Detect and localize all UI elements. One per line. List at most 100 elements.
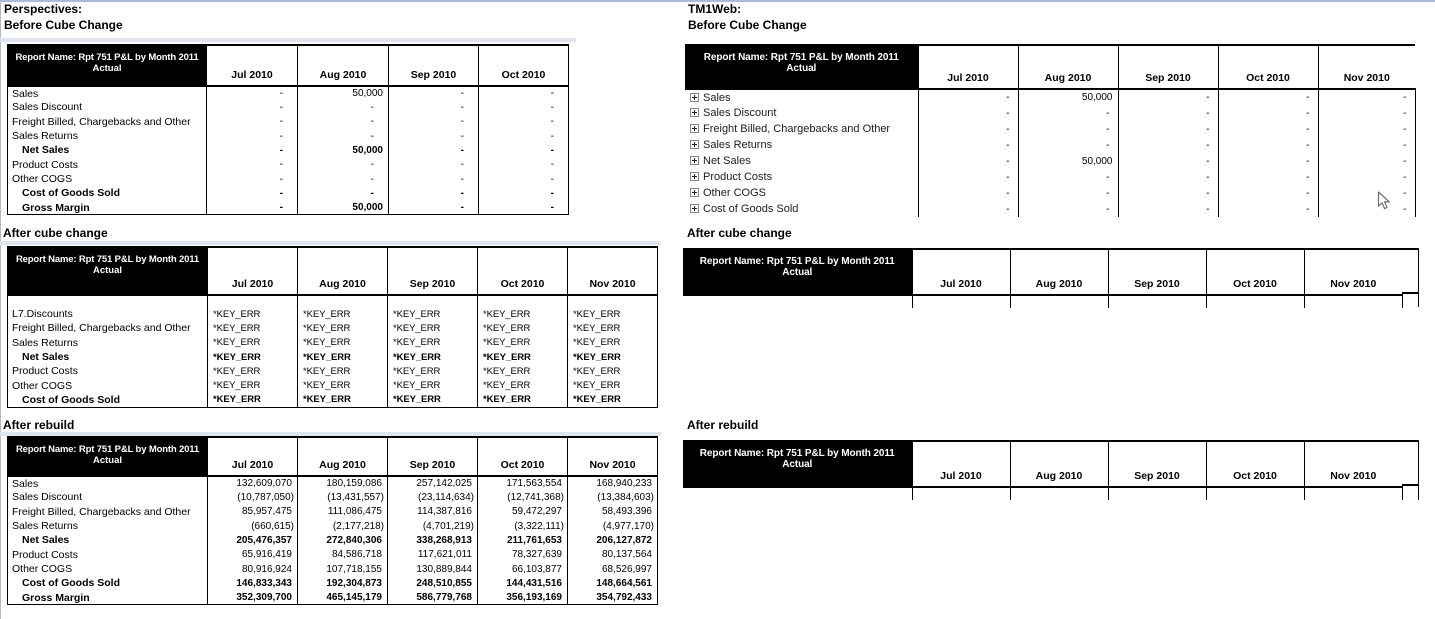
cell-value[interactable]: *KEY_ERR (207, 307, 298, 322)
expand-plus-icon[interactable] (690, 140, 699, 150)
empty-cell[interactable] (683, 295, 912, 308)
cell-value[interactable]: (13,384,603) (567, 490, 658, 505)
cell-value[interactable]: - (1117, 89, 1218, 105)
cell-value[interactable]: - (206, 171, 298, 187)
cell-value[interactable]: - (1117, 153, 1218, 169)
cell-value[interactable]: 148,664,561 (567, 576, 658, 591)
row-label[interactable]: Other COGS (685, 185, 918, 201)
cell-value[interactable]: 114,387,816 (387, 504, 478, 519)
cell-value[interactable]: *KEY_ERR (297, 378, 388, 393)
cell-value[interactable]: *KEY_ERR (477, 392, 568, 408)
cell-value[interactable]: - (1217, 89, 1318, 105)
cell-value[interactable]: - (478, 157, 569, 172)
cell-value[interactable]: *KEY_ERR (567, 321, 658, 336)
cell-value[interactable]: - (206, 100, 298, 115)
cell-value[interactable]: - (1017, 105, 1118, 121)
cell-value[interactable]: - (388, 157, 479, 172)
cell-value[interactable]: *KEY_ERR (387, 349, 478, 365)
row-label[interactable]: Sales Returns (8, 336, 208, 350)
row-label[interactable]: Sales Discount (685, 105, 918, 121)
cell-value[interactable]: - (478, 100, 569, 115)
empty-cell[interactable] (911, 487, 1010, 500)
cell-value[interactable]: (23,114,634) (387, 490, 478, 505)
cell-value[interactable]: - (297, 114, 389, 129)
row-label[interactable]: Other COGS (8, 562, 208, 576)
cell-value[interactable]: 85,957,475 (207, 504, 298, 519)
cell-value[interactable]: 132,609,070 (207, 476, 298, 491)
cell-value[interactable]: 80,137,564 (567, 547, 658, 562)
cell-value[interactable]: 58,493,396 (567, 504, 658, 519)
cell-value[interactable]: - (1317, 169, 1416, 185)
empty-cell[interactable] (911, 295, 1010, 308)
expand-plus-icon[interactable] (690, 156, 699, 166)
cell-value[interactable]: - (388, 128, 479, 144)
cell-value[interactable]: - (388, 114, 479, 129)
cell-value[interactable]: *KEY_ERR (387, 307, 478, 322)
cell-value[interactable]: - (478, 171, 569, 187)
expand-plus-icon[interactable] (690, 204, 699, 214)
cell-value[interactable]: - (1017, 201, 1118, 217)
cell-value[interactable]: - (917, 121, 1018, 137)
cell-value[interactable]: (4,701,219) (387, 518, 478, 534)
cell-value[interactable]: - (478, 200, 569, 215)
row-label[interactable]: Cost of Goods Sold (8, 576, 208, 590)
row-label[interactable]: Net Sales (8, 143, 207, 157)
cell-value[interactable]: - (1317, 185, 1416, 201)
cell-value[interactable]: *KEY_ERR (387, 335, 478, 350)
cell-value[interactable]: - (297, 100, 389, 115)
cell-value[interactable]: 192,304,873 (297, 576, 388, 591)
cell-value[interactable] (387, 295, 478, 307)
empty-cell[interactable] (1107, 487, 1206, 500)
cell-value[interactable]: - (1217, 105, 1318, 121)
cell-value[interactable]: - (917, 201, 1018, 217)
cell-value[interactable] (477, 295, 568, 307)
cell-value[interactable]: - (206, 157, 298, 172)
cell-value[interactable]: - (206, 86, 298, 101)
row-label[interactable]: Freight Billed, Chargebacks and Other (685, 121, 918, 137)
row-label[interactable]: Net Sales (8, 533, 208, 547)
cell-value[interactable]: 180,159,086 (297, 476, 388, 491)
cell-value[interactable]: *KEY_ERR (567, 349, 658, 365)
row-label[interactable]: Cost of Goods Sold (8, 393, 208, 407)
cell-value[interactable]: - (917, 137, 1018, 153)
cell-value[interactable]: 171,563,554 (477, 476, 568, 491)
cell-value[interactable]: - (1317, 105, 1416, 121)
empty-cell[interactable] (1205, 487, 1304, 500)
cell-value[interactable]: 107,718,155 (297, 561, 388, 577)
cell-value[interactable]: (10,787,050) (207, 490, 298, 505)
cell-value[interactable]: *KEY_ERR (477, 378, 568, 393)
cell-value[interactable]: - (206, 143, 298, 158)
cell-value[interactable]: - (206, 200, 298, 215)
cell-value[interactable]: - (917, 105, 1018, 121)
row-label[interactable]: Sales Returns (8, 129, 207, 143)
empty-cell[interactable] (683, 487, 912, 500)
cell-value[interactable]: - (478, 186, 569, 201)
row-label[interactable]: Gross Margin (8, 591, 208, 605)
cell-value[interactable]: *KEY_ERR (207, 321, 298, 336)
cell-value[interactable]: - (206, 186, 298, 201)
cell-value[interactable]: 80,916,924 (207, 561, 298, 577)
row-label[interactable]: Net Sales (685, 153, 918, 169)
cell-value[interactable]: 84,586,718 (297, 547, 388, 562)
cell-value[interactable]: - (1217, 185, 1318, 201)
cell-value[interactable]: 78,327,639 (477, 547, 568, 562)
cell-value[interactable]: - (1017, 121, 1118, 137)
empty-cell[interactable] (1205, 295, 1304, 308)
row-label[interactable]: Product Costs (8, 548, 208, 562)
cell-value[interactable]: - (1117, 169, 1218, 185)
row-label[interactable]: Sales Returns (685, 137, 918, 153)
cell-value[interactable]: 66,103,877 (477, 561, 568, 577)
cell-value[interactable]: *KEY_ERR (387, 378, 478, 393)
expand-plus-icon[interactable] (690, 124, 699, 134)
cell-value[interactable]: *KEY_ERR (387, 321, 478, 336)
cell-value[interactable]: *KEY_ERR (297, 307, 388, 322)
cell-value[interactable]: - (297, 157, 389, 172)
cell-value[interactable]: - (917, 185, 1018, 201)
cell-value[interactable]: (12,741,368) (477, 490, 568, 505)
empty-cell[interactable] (1009, 295, 1108, 308)
cell-value[interactable]: *KEY_ERR (387, 364, 478, 379)
cell-value[interactable]: *KEY_ERR (567, 307, 658, 322)
cell-value[interactable]: *KEY_ERR (387, 392, 478, 408)
cell-value[interactable]: - (1017, 169, 1118, 185)
row-label[interactable]: Cost of Goods Sold (685, 201, 918, 217)
